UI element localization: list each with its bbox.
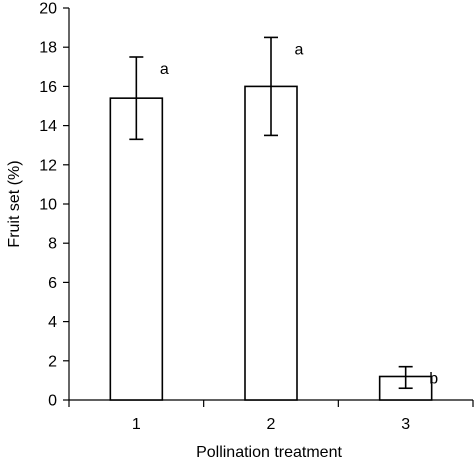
y-tick-label: 4	[48, 314, 57, 331]
y-tick-label: 12	[39, 157, 57, 174]
x-ticks: 1 2 3	[68, 400, 474, 433]
significance-label: b	[429, 371, 438, 388]
y-axis-title: Fruit set (%)	[6, 160, 23, 247]
y-tick-label: 6	[48, 275, 57, 292]
x-tick-label: 3	[401, 416, 410, 433]
x-axis-title: Pollination treatment	[196, 444, 342, 460]
y-tick-label: 8	[48, 236, 57, 253]
y-tick-label: 18	[39, 40, 57, 57]
y-tick-label: 0	[48, 393, 57, 410]
error-bars	[129, 36, 413, 390]
significance-label: a	[295, 41, 304, 58]
bar	[244, 85, 298, 401]
x-tick-label: 2	[267, 416, 276, 433]
y-ticks: 0 2 4 6 8 10 12 14 16 18 20	[39, 1, 69, 410]
y-tick-label: 10	[39, 197, 57, 214]
x-tick-label: 1	[132, 416, 141, 433]
significance-labels: a a b	[160, 41, 438, 387]
y-tick-label: 16	[39, 79, 57, 96]
bar	[109, 97, 164, 401]
y-tick-label: 20	[39, 1, 57, 18]
y-tick-label: 14	[39, 118, 57, 135]
y-tick-label: 2	[48, 353, 57, 370]
significance-label: a	[160, 61, 169, 78]
bars	[109, 85, 433, 401]
